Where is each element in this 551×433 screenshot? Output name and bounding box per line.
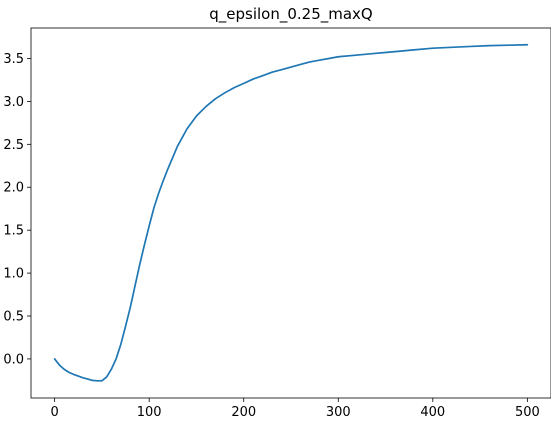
x-tick-label: 200 [231,405,256,420]
y-tick-label: 3.5 [3,52,24,67]
series-line-maxQ [53,43,529,382]
y-tick-label: 1.5 [3,224,24,239]
y-tick-label: 1.0 [3,267,24,282]
y-tick-label: 2.0 [3,181,24,196]
y-tick-label: 0.5 [3,310,24,325]
x-tick-label: 0 [50,405,58,420]
y-tick-label: 0.0 [3,352,24,367]
x-tick-label: 500 [515,405,540,420]
plot-frame [30,27,551,399]
series-layer [53,43,529,382]
y-axis: 0.0 0.5 1.0 1.5 2.0 2.5 3.0 3.5 [3,52,31,367]
x-tick-label: 300 [326,405,351,420]
y-tick-label: 2.5 [3,138,24,153]
y-tick-label: 3.0 [3,95,24,110]
chart-title: q_epsilon_0.25_maxQ [209,5,373,24]
x-axis: 0 100 200 300 400 500 [50,398,540,420]
x-tick-label: 400 [420,405,445,420]
x-tick-label: 100 [137,405,162,420]
